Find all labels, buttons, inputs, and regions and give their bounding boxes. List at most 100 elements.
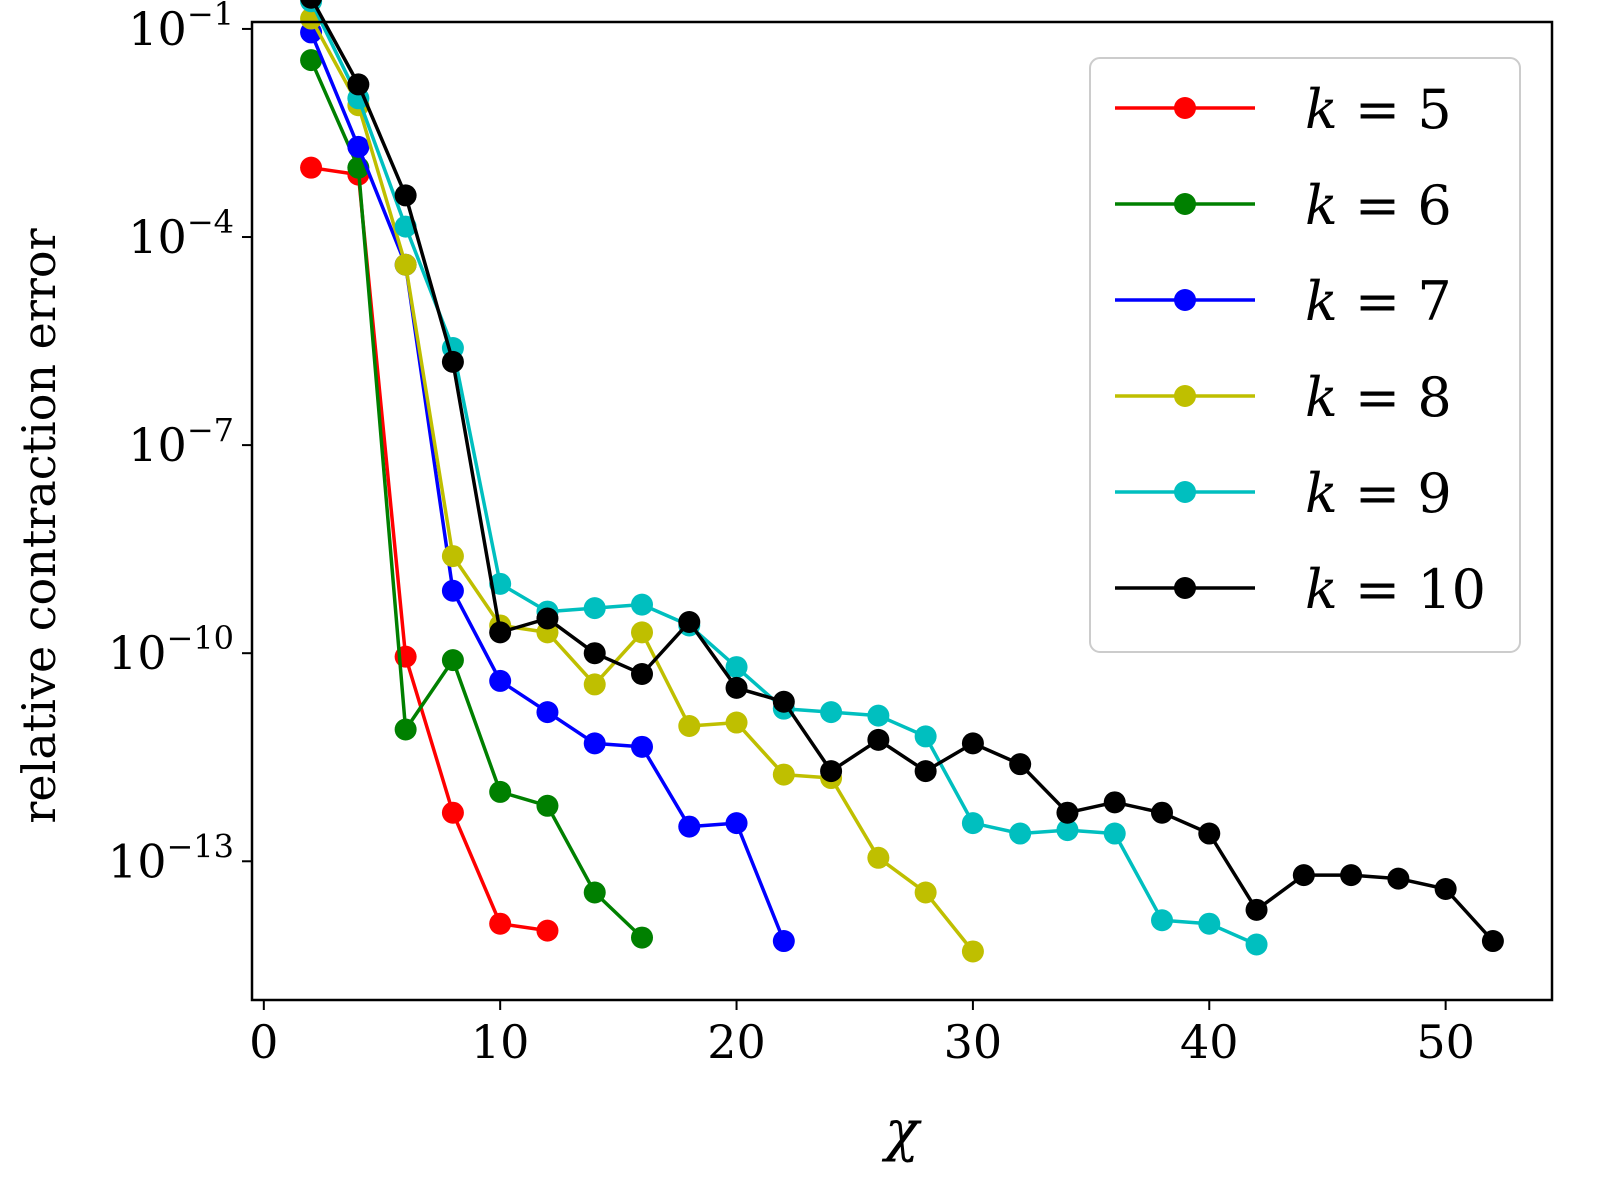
y-tick-label: 10−1 <box>128 0 234 56</box>
data-point <box>631 593 653 616</box>
data-point <box>441 649 464 672</box>
data-point <box>536 794 559 817</box>
data-point <box>1009 753 1032 776</box>
data-point <box>394 184 417 207</box>
data-point <box>631 926 653 949</box>
data-point <box>583 597 606 620</box>
legend-marker <box>1174 289 1196 311</box>
data-point <box>1056 819 1079 842</box>
data-point <box>961 732 984 755</box>
data-point <box>1103 822 1126 845</box>
legend-label: k = 10 <box>1305 558 1486 621</box>
y-tick-label: 10−10 <box>108 619 234 680</box>
data-point <box>631 735 653 758</box>
data-point <box>725 656 748 679</box>
legend-entry: k = 8 <box>1115 366 1452 429</box>
data-point <box>961 812 984 835</box>
data-point <box>914 760 937 783</box>
data-point <box>536 607 559 630</box>
data-point <box>300 49 323 72</box>
data-point <box>678 610 701 633</box>
data-point <box>1198 912 1221 935</box>
data-point <box>631 663 653 685</box>
data-point <box>678 715 701 738</box>
legend-label: k = 7 <box>1305 270 1452 333</box>
legend-entry: k = 6 <box>1115 174 1452 237</box>
data-point <box>1056 801 1079 824</box>
series-8 <box>300 7 984 963</box>
data-point <box>1434 878 1457 901</box>
legend-entry: k = 9 <box>1115 462 1452 525</box>
legend-label: k = 6 <box>1305 174 1452 237</box>
data-point <box>1151 909 1173 932</box>
legend-label: k = 8 <box>1305 366 1452 429</box>
x-axis-label: χ <box>881 1099 922 1164</box>
series-line <box>309 17 975 953</box>
data-point <box>394 253 417 276</box>
data-point <box>725 812 748 835</box>
x-tick-label: 50 <box>1416 1015 1475 1069</box>
data-point <box>583 642 606 665</box>
legend-marker <box>1174 97 1196 119</box>
x-tick-label: 30 <box>944 1015 1003 1069</box>
data-point <box>867 728 890 751</box>
data-point <box>300 156 323 179</box>
data-point <box>914 881 937 904</box>
data-point <box>300 0 322 9</box>
data-point <box>489 621 512 644</box>
data-point <box>678 815 701 838</box>
plot-frame <box>250 20 1554 1002</box>
data-point <box>489 912 512 935</box>
series-6 <box>300 49 653 949</box>
data-point <box>1009 822 1032 845</box>
data-point <box>347 73 370 96</box>
data-point <box>772 763 795 786</box>
data-point <box>441 801 464 824</box>
legend-entry: k = 10 <box>1115 558 1486 621</box>
data-point <box>631 621 653 644</box>
x-tick-label: 0 <box>249 1015 278 1069</box>
series-line <box>309 59 644 939</box>
data-point <box>1387 867 1410 890</box>
legend-marker <box>1174 481 1196 503</box>
data-point <box>1245 898 1268 921</box>
data-point <box>441 545 464 568</box>
y-axis-ticks: 10−1 10−4 10−7 10−10 10−13 <box>108 0 252 888</box>
legend-label: k = 9 <box>1305 462 1452 525</box>
data-point <box>536 701 559 724</box>
data-point <box>583 881 606 904</box>
data-point <box>725 711 748 734</box>
data-point <box>583 732 606 755</box>
legend-box <box>1089 57 1521 653</box>
data-point <box>772 930 795 953</box>
data-point <box>914 725 937 748</box>
data-point <box>1245 933 1268 956</box>
data-point <box>1103 791 1126 814</box>
data-point <box>347 135 370 158</box>
y-axis-label: relative contraction error <box>12 228 66 823</box>
data-point <box>1151 801 1173 824</box>
legend-label: k = 5 <box>1305 78 1452 141</box>
data-point <box>441 579 464 602</box>
data-point <box>1340 864 1363 887</box>
data-point <box>441 350 464 373</box>
data-point <box>1481 930 1504 953</box>
legend: k = 5 k = 6 k = 7 k = 8 k = 9 k = 10 <box>1089 57 1521 653</box>
data-point <box>1198 822 1221 845</box>
data-point <box>489 780 512 803</box>
data-point <box>1292 864 1315 887</box>
series-10 <box>300 0 1504 953</box>
data-point <box>772 690 795 713</box>
y-tick-label: 10−4 <box>128 203 234 264</box>
data-point <box>961 940 984 963</box>
data-point <box>820 760 843 783</box>
legend-marker <box>1174 193 1196 215</box>
x-tick-label: 40 <box>1180 1015 1239 1069</box>
data-point <box>536 919 559 942</box>
x-tick-label: 10 <box>471 1015 530 1069</box>
y-tick-label: 10−13 <box>108 827 234 888</box>
legend-marker <box>1174 577 1196 599</box>
data-point <box>394 718 417 741</box>
legend-entry: k = 7 <box>1115 270 1452 333</box>
